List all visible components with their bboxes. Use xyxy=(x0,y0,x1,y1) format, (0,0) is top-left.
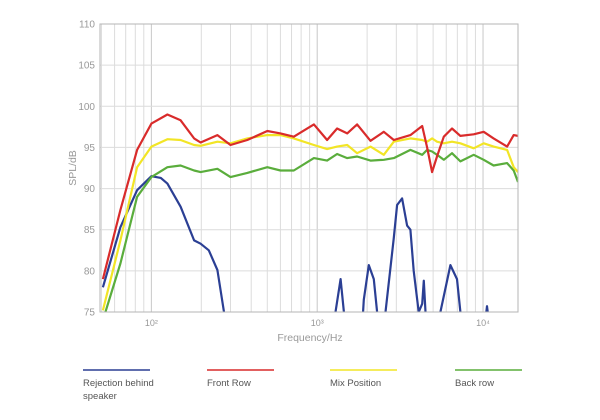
y-tick-label: 110 xyxy=(79,20,95,31)
y-tick-label: 100 xyxy=(78,102,95,113)
series-lines xyxy=(101,113,518,312)
legend-label: Back row xyxy=(455,378,494,389)
legend-label: Mix Position xyxy=(330,378,381,389)
legend-item: Rejection behind speaker xyxy=(83,369,154,402)
x-tick-label: 10⁴ xyxy=(476,318,490,328)
tick-labels: 75 80 85 90 95 100 105 110 10² 10³ 10⁴ xyxy=(78,20,490,329)
x-tick-label: 10³ xyxy=(311,318,324,328)
series-line-front-row xyxy=(101,113,518,280)
series-line-back-row xyxy=(104,148,518,312)
y-tick-label: 80 xyxy=(84,266,96,277)
y-tick-label: 90 xyxy=(84,184,96,195)
y-tick-label: 75 xyxy=(84,308,96,319)
grid xyxy=(100,23,518,313)
legend-item: Mix Position xyxy=(330,369,397,389)
series-line-rejection-behind-speaker xyxy=(101,175,489,312)
series-line-mix-position xyxy=(101,134,518,311)
y-tick-label: 85 xyxy=(84,225,96,236)
legend-label-line2: speaker xyxy=(83,391,117,402)
y-tick-label: 95 xyxy=(84,143,96,154)
x-axis-label: Frequency/Hz xyxy=(277,332,342,344)
legend-item: Front Row xyxy=(207,369,274,389)
legend-item: Back row xyxy=(455,369,522,389)
y-axis-label: SPL/dB xyxy=(67,150,79,186)
y-tick-label: 105 xyxy=(78,61,95,72)
legend: Rejection behind speaker Front Row Mix Posi… xyxy=(83,369,522,402)
x-tick-label: 10² xyxy=(145,318,158,328)
legend-label: Front Row xyxy=(207,378,251,389)
plot-frame xyxy=(99,23,519,313)
legend-label: Rejection behind xyxy=(83,378,154,389)
